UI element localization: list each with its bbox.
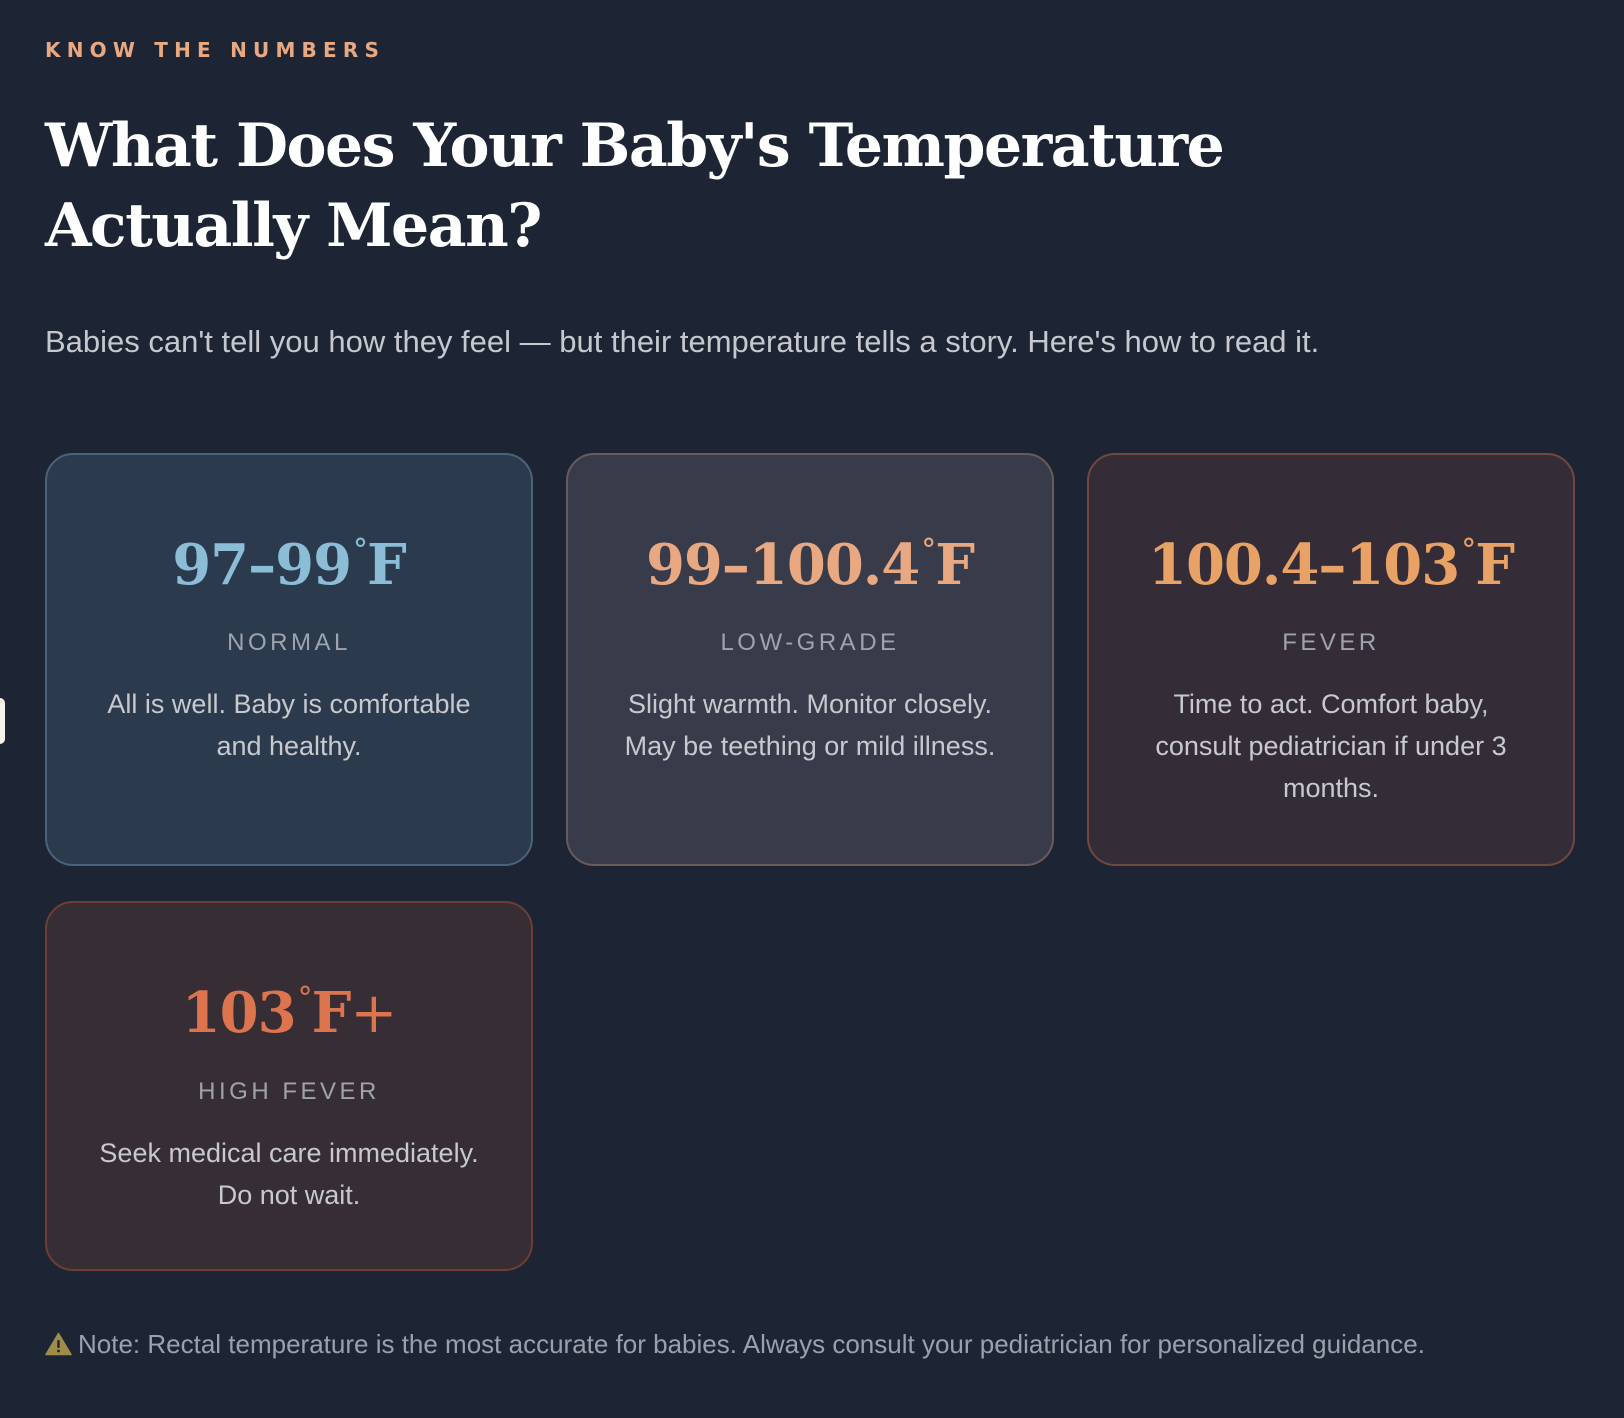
unit-symbol: F bbox=[367, 532, 407, 598]
temperature-card-high-fever: 103°F+ HIGH FEVER Seek medical care imme… bbox=[45, 901, 533, 1271]
status-description: Seek medical care immediately. Do not wa… bbox=[99, 1138, 479, 1210]
temperature-cards-grid: 97–99°F NORMAL All is well. Baby is comf… bbox=[45, 453, 1576, 1271]
range-value: 97–99 bbox=[172, 532, 352, 598]
side-panel-handle[interactable] bbox=[0, 698, 5, 744]
temperature-card-normal: 97–99°F NORMAL All is well. Baby is comf… bbox=[45, 453, 533, 866]
status-label: HIGH FEVER bbox=[198, 1078, 380, 1105]
eyebrow-label: KNOW THE NUMBERS bbox=[45, 38, 386, 62]
unit-symbol: F bbox=[935, 532, 975, 598]
status-label: LOW-GRADE bbox=[720, 629, 900, 656]
temperature-range: 100.4–103°F bbox=[1089, 511, 1573, 605]
page-subtitle: Babies can't tell you how they feel — bu… bbox=[45, 324, 1320, 359]
plus-suffix: + bbox=[350, 981, 397, 1046]
unit-symbol: F bbox=[1475, 532, 1515, 598]
unit-symbol: F bbox=[311, 980, 352, 1046]
disclaimer-note: Note: Rectal temperature is the most acc… bbox=[45, 1327, 1425, 1361]
status-label: NORMAL bbox=[227, 629, 351, 656]
status-description: Slight warmth. Monitor closely. May be t… bbox=[624, 689, 996, 761]
range-value: 99–100.4 bbox=[645, 532, 920, 598]
status-label: FEVER bbox=[1282, 629, 1380, 656]
status-description: Time to act. Comfort baby, consult pedia… bbox=[1155, 689, 1507, 803]
temperature-range: 99–100.4°F bbox=[568, 511, 1052, 605]
temperature-card-fever: 100.4–103°F FEVER Time to act. Comfort b… bbox=[1087, 453, 1575, 866]
warning-icon bbox=[45, 1332, 72, 1356]
range-value: 103 bbox=[181, 980, 297, 1046]
temperature-card-low-grade: 99–100.4°F LOW-GRADE Slight warmth. Moni… bbox=[566, 453, 1054, 866]
temperature-range: 103°F+ bbox=[47, 959, 531, 1054]
degree-symbol: ° bbox=[353, 533, 368, 568]
degree-symbol: ° bbox=[921, 533, 936, 568]
page-title: What Does Your Baby's Temperature Actual… bbox=[45, 111, 1225, 261]
note-text: Note: Rectal temperature is the most acc… bbox=[78, 1329, 1425, 1359]
temperature-range: 97–99°F bbox=[47, 511, 531, 605]
range-value: 100.4–103 bbox=[1147, 532, 1460, 598]
status-description: All is well. Baby is comfortable and hea… bbox=[107, 689, 471, 761]
degree-symbol: ° bbox=[1461, 533, 1476, 568]
degree-symbol: ° bbox=[297, 981, 313, 1016]
